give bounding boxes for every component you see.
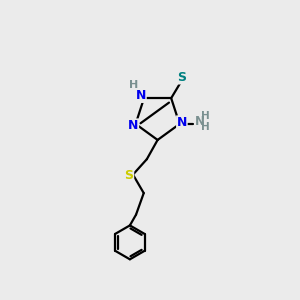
Text: S: S xyxy=(178,71,187,84)
Text: N: N xyxy=(195,115,205,128)
Text: H: H xyxy=(201,122,210,132)
Text: H: H xyxy=(129,80,139,90)
Text: H: H xyxy=(201,111,210,121)
Text: N: N xyxy=(128,119,139,132)
Text: S: S xyxy=(124,169,134,182)
Text: N: N xyxy=(177,116,187,129)
Text: N: N xyxy=(136,89,146,102)
